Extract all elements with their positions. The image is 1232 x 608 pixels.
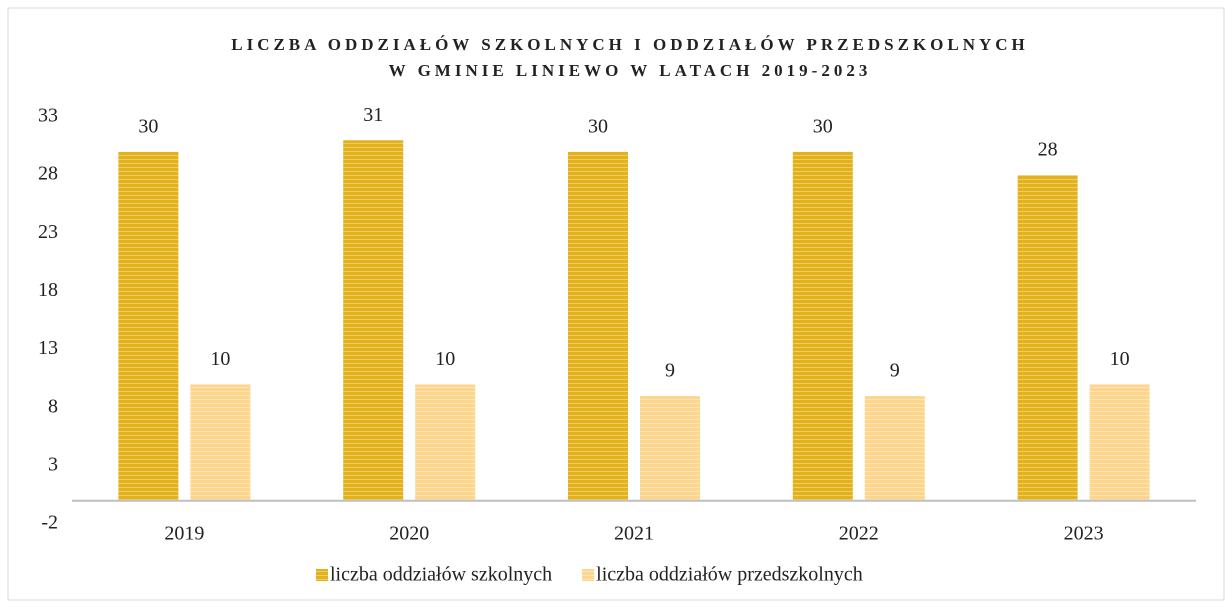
data-label: 10	[1110, 348, 1130, 370]
bar	[343, 140, 404, 501]
bar	[415, 384, 476, 501]
y-tick-label: 28	[38, 163, 58, 185]
data-label: 10	[435, 348, 455, 370]
bar	[118, 151, 179, 501]
data-label: 28	[1038, 139, 1058, 161]
bar	[190, 384, 251, 501]
data-label: 9	[665, 360, 675, 382]
y-tick-label: 23	[38, 221, 58, 243]
bar	[864, 396, 925, 501]
legend-label: liczba oddziałów szkolnych	[330, 564, 552, 586]
y-tick-label: -2	[41, 512, 58, 534]
y-tick-label: 13	[38, 337, 58, 359]
data-label: 10	[210, 348, 230, 370]
data-label: 9	[890, 360, 900, 382]
x-tick-label: 2023	[1064, 522, 1104, 544]
y-tick-label: 33	[38, 105, 58, 127]
data-label: 31	[363, 104, 383, 126]
x-tick-label: 2021	[614, 522, 654, 544]
legend-swatch	[316, 569, 328, 581]
legend-label: liczba oddziałów przedszkolnych	[596, 564, 863, 586]
bar	[640, 396, 700, 501]
y-tick-label: 3	[48, 453, 58, 475]
x-tick-label: 2019	[164, 522, 204, 544]
data-label: 30	[138, 115, 158, 137]
bar	[1017, 175, 1078, 501]
data-label: 30	[813, 115, 833, 137]
x-tick-label: 2022	[839, 522, 879, 544]
legend-swatch	[582, 569, 595, 581]
bar	[1089, 384, 1150, 501]
data-label: 30	[588, 115, 608, 137]
x-tick-label: 2020	[389, 522, 429, 544]
bar	[568, 151, 628, 501]
y-tick-label: 8	[48, 395, 58, 417]
chart-title: W GMINIE LINIEWO W LATACH 2019-2023	[389, 61, 872, 80]
bar	[792, 151, 853, 501]
chart-title: LICZBA ODDZIAŁÓW SZKOLNYCH I ODDZIAŁÓW P…	[231, 35, 1029, 54]
y-tick-label: 18	[38, 279, 58, 301]
